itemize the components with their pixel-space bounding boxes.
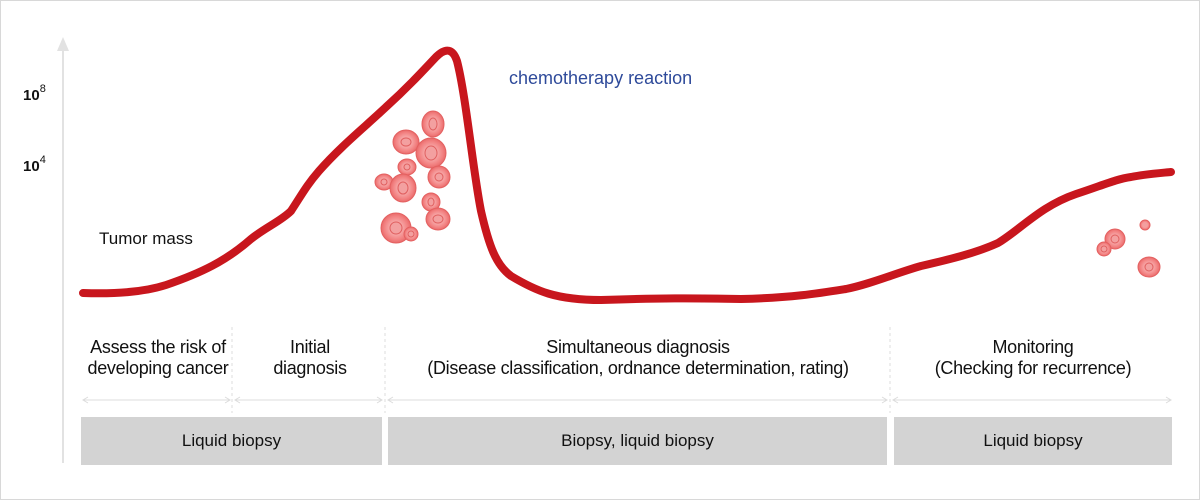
stage-monitoring: Monitoring (Checking for recurrence) (934, 337, 1132, 378)
tumor-cell (392, 129, 420, 155)
tumor-cell (427, 165, 451, 189)
tumor-cell (1139, 219, 1151, 231)
tumor-mass-curve (79, 46, 1175, 304)
stage-initial-diagnosis: Initial diagnosis (273, 337, 347, 378)
method-bar-liquid-biopsy-2: Liquid biopsy (894, 417, 1172, 465)
tumor-cell (1104, 228, 1126, 250)
tumor-cell (1096, 241, 1112, 257)
tumor-cell (397, 158, 417, 176)
tumor-cell (415, 137, 447, 169)
stage-risk-assessment: Assess the risk of developing cancer (87, 337, 229, 378)
chemotherapy-reaction-label: chemotherapy reaction (509, 68, 693, 88)
method-bar-liquid-biopsy-1: Liquid biopsy (81, 417, 382, 465)
stage-arrows (82, 396, 1172, 404)
tumor-mass-label: Tumor mass (99, 229, 193, 248)
stage-separators (231, 327, 891, 413)
stage-simultaneous-diagnosis: Simultaneous diagnosis (Disease classific… (427, 337, 849, 378)
tumor-cell (425, 207, 451, 231)
y-tick-10e4: 104 (23, 154, 46, 175)
tumor-cell (389, 173, 417, 203)
recurrence-cells (1096, 219, 1161, 278)
method-bar-biopsy-liquid-biopsy: Biopsy, liquid biopsy (388, 417, 887, 465)
tumor-cell (421, 110, 445, 138)
tumor-cell (1137, 256, 1161, 278)
tumor-cells-cluster (374, 110, 451, 244)
y-axis-arrow-icon (57, 37, 69, 51)
y-tick-10e8: 108 (23, 83, 46, 104)
tumor-cell (403, 226, 419, 242)
